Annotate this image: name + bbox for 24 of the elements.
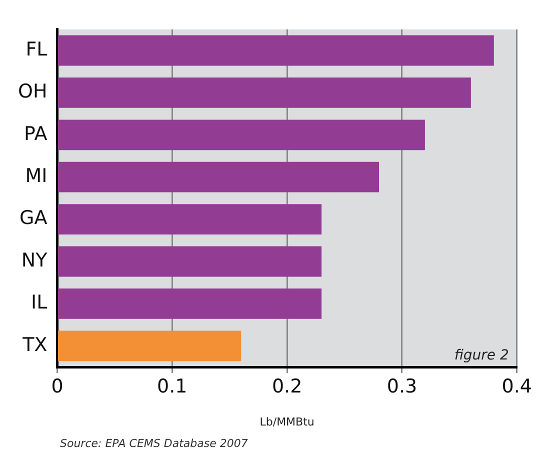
y-tick-label: TX xyxy=(22,334,48,356)
x-tick-label: 0.3 xyxy=(386,375,418,398)
x-tick-label: 0.4 xyxy=(502,375,532,398)
x-tick-label: 0.2 xyxy=(272,375,302,398)
bar xyxy=(58,120,425,150)
x-tick-label: 0 xyxy=(51,375,64,398)
bar xyxy=(58,204,322,234)
bar xyxy=(58,162,379,192)
y-tick-label: PA xyxy=(24,122,48,145)
annotation: figure 2 xyxy=(454,348,509,364)
y-tick-label: MI xyxy=(25,165,48,188)
y-tick-label: OH xyxy=(18,80,48,103)
y-tick-label: NY xyxy=(21,249,48,272)
bar xyxy=(58,246,322,277)
bar xyxy=(58,288,322,319)
bar xyxy=(58,78,471,108)
x-axis-title: Lb/MMBtu xyxy=(260,415,314,428)
y-tick-label: IL xyxy=(31,292,48,314)
x-tick-label: 0.1 xyxy=(157,375,188,398)
y-tick-label: FL xyxy=(26,38,48,60)
y-tick-label: GA xyxy=(20,207,48,230)
bar xyxy=(58,330,242,362)
bar xyxy=(58,35,494,66)
source-note: Source: EPA CEMS Database 2007 xyxy=(60,437,249,450)
